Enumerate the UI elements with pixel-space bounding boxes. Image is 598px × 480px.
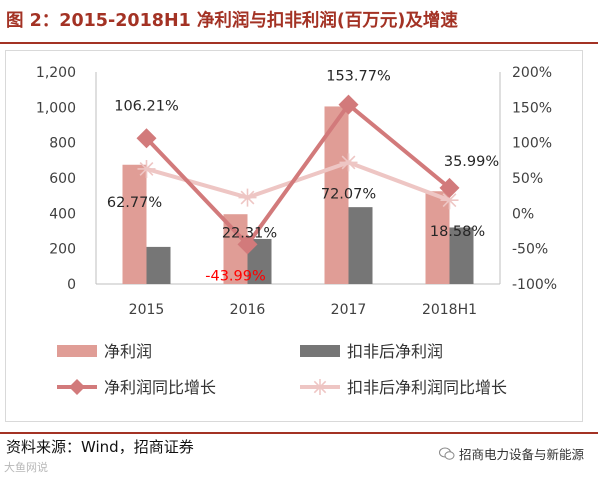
y-right-tick-label: 0% [512, 206, 534, 222]
net-growth-marker [338, 94, 359, 115]
footer-rule [0, 432, 598, 434]
x-tick-label: 2016 [230, 302, 266, 318]
legend-net-profit-swatch [57, 345, 97, 357]
wechat-watermark: 招商电力设备与新能源 [438, 444, 584, 463]
wechat-icon [438, 447, 455, 460]
legend-net-profit-label: 净利润 [104, 342, 152, 361]
deducted-growth-marker [339, 153, 358, 172]
net-growth-data-label: 153.77% [326, 69, 391, 85]
net-growth-data-label: -43.99% [205, 268, 266, 284]
deducted-profit-bar [449, 227, 474, 284]
y-left-tick-label: 0 [67, 277, 76, 293]
chart-canvas: 0 200 400 600 800 1,000 1,200 -100% -50% 0% 50% 100… [36, 65, 557, 397]
net-profit-bar [425, 191, 450, 284]
y-right-tick-label: 50% [512, 171, 543, 187]
figure-title: 图 2：2015-2018H1 净利润与扣非利润(百万元)及增速 [6, 11, 458, 31]
y-left-tick-label: 1,200 [36, 65, 76, 81]
net-growth-marker [237, 234, 258, 255]
y-left-tick-label: 1,000 [36, 100, 76, 116]
x-tick-label: 2018H1 [422, 302, 477, 318]
y-right-tick-label: -100% [512, 277, 557, 293]
source-note: 资料来源：Wind，招商证券 [6, 438, 194, 456]
y-left-tick-label: 600 [49, 171, 76, 187]
net-growth-line [145, 102, 451, 247]
deducted-growth-data-label: 22.31% [222, 226, 277, 242]
y-right-tick-label: 100% [512, 136, 552, 152]
chart-frame [5, 50, 583, 422]
watermark-left: 大鱼网说 [4, 461, 48, 474]
net-profit-bar [122, 164, 147, 284]
net-profit-bar [324, 106, 349, 284]
deducted-growth-line [145, 160, 451, 203]
deducted-growth-marker [238, 188, 257, 207]
deducted-profit-bar [348, 207, 373, 284]
legend-deducted-growth-marker [312, 379, 328, 395]
watermark-right-text: 招商电力设备与新能源 [458, 447, 584, 462]
deducted-growth-data-label: 18.58% [430, 224, 485, 240]
deducted-growth-data-label: 62.77% [107, 195, 162, 211]
net-growth-marker [439, 177, 460, 198]
net-growth-data-label: 35.99% [444, 154, 499, 170]
deducted-growth-marker [137, 159, 156, 178]
y-right-tick-label: 150% [512, 100, 552, 116]
x-tick-label: 2017 [331, 302, 367, 318]
legend-net-growth-label: 净利润同比增长 [104, 378, 216, 397]
y-right-tick-label: -50% [512, 242, 548, 258]
y-left-tick-label: 400 [49, 206, 76, 222]
legend-deducted-label: 扣非后净利润 [347, 342, 443, 361]
legend-deducted-growth-label: 扣非后净利润同比增长 [347, 378, 507, 397]
legend-net-growth-marker [69, 379, 85, 395]
deducted-profit-bar [146, 246, 171, 284]
net-growth-marker [136, 128, 157, 149]
deducted-growth-marker [440, 191, 459, 210]
x-tick-label: 2015 [129, 302, 165, 318]
title-rule [0, 42, 598, 44]
y-left-tick-label: 200 [49, 242, 76, 258]
deducted-growth-data-label: 72.07% [321, 186, 376, 202]
y-right-tick-label: 200% [512, 65, 552, 81]
net-growth-data-label: 106.21% [114, 98, 179, 114]
y-left-tick-label: 800 [49, 136, 76, 152]
legend-deducted-swatch [300, 345, 340, 357]
